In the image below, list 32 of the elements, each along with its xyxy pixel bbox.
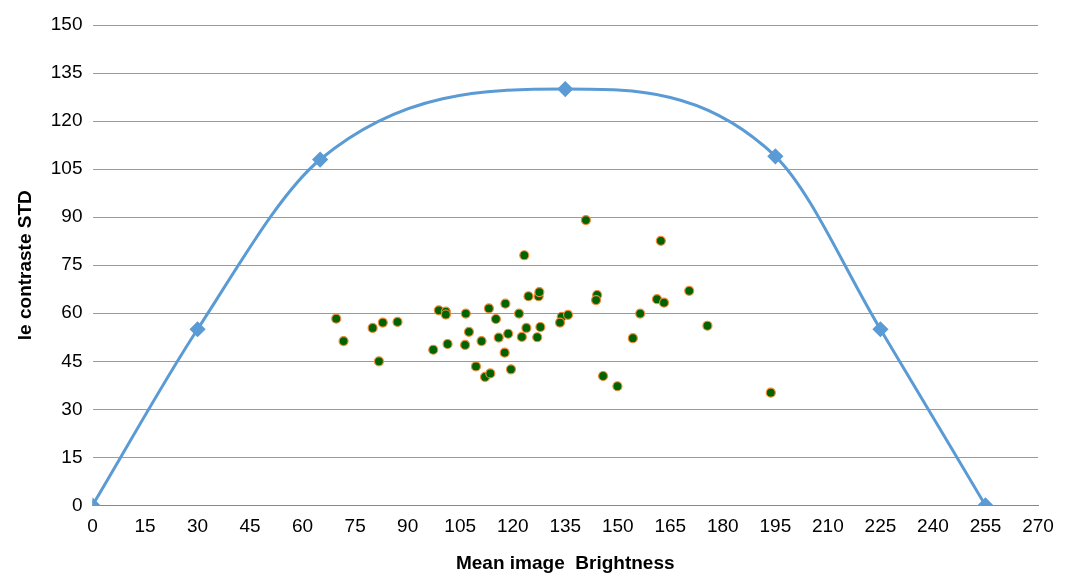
x-tick-label: 180 xyxy=(706,515,739,537)
y-tick-label: 135 xyxy=(50,61,83,83)
x-tick-label: 75 xyxy=(344,515,366,537)
y-tick-label: 60 xyxy=(61,301,83,323)
x-tick-label: 0 xyxy=(87,515,98,537)
x-tick-label: 150 xyxy=(601,515,634,537)
y-tick-label: 90 xyxy=(61,205,83,227)
y-tick-label: 150 xyxy=(50,13,83,35)
y-tick-label: 15 xyxy=(61,445,83,467)
x-axis-title: Mean image Brightness xyxy=(455,551,675,573)
x-tick-label: 165 xyxy=(654,515,687,537)
x-tick-label: 120 xyxy=(496,515,529,537)
y-tick-label: 75 xyxy=(61,253,83,275)
y-tick-label: 45 xyxy=(61,349,83,371)
x-tick-label: 255 xyxy=(969,515,1002,537)
y-tick-label: 0 xyxy=(71,493,83,515)
y-axis-title: le contraste STD xyxy=(13,190,35,341)
x-tick-label: 135 xyxy=(549,515,582,537)
x-tick-label: 45 xyxy=(239,515,261,537)
x-tick-label: 240 xyxy=(917,515,949,537)
x-tick-label: 30 xyxy=(186,515,209,537)
x-tick-label: 15 xyxy=(134,515,156,537)
x-tick-label: 270 xyxy=(1022,515,1054,537)
x-tick-label: 90 xyxy=(397,515,419,537)
x-tick-label: 105 xyxy=(444,515,477,537)
x-tick-label: 60 xyxy=(292,515,314,537)
x-tick-label: 225 xyxy=(864,515,897,537)
y-tick-label: 30 xyxy=(61,397,83,419)
y-tick-label: 105 xyxy=(50,157,83,179)
x-tick-label: 195 xyxy=(759,515,792,537)
x-tick-label: 210 xyxy=(812,515,844,537)
y-tick-label: 120 xyxy=(50,109,83,131)
